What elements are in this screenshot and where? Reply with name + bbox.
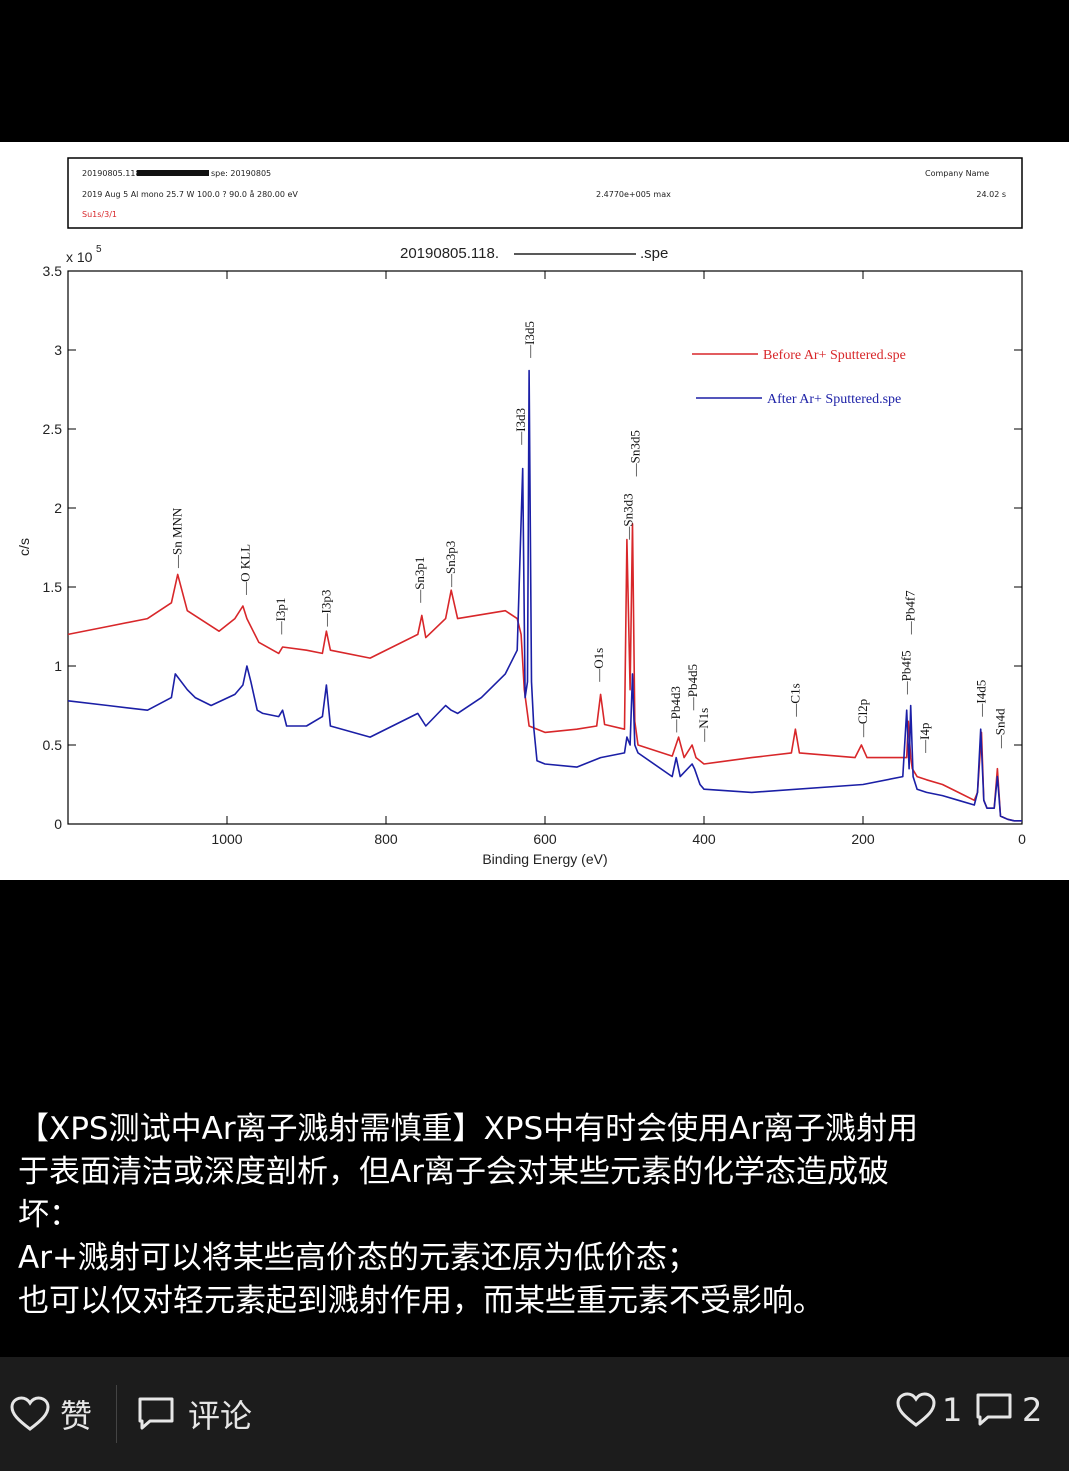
- peak-label: —Cl2p: [855, 699, 870, 738]
- x-tick-label: 200: [851, 831, 875, 847]
- xps-chart: 20190805.118 spe: 20190805 Company Name …: [16, 157, 1027, 867]
- chart-title: 20190805.118.: [400, 245, 499, 262]
- series-before-line: [67, 523, 1022, 822]
- axis-ticks: 1000 800 600 400 200 0 0 0.5 1 1.5 2 2.5 3 3.5: [43, 263, 1027, 847]
- peak-label: —I3p3: [318, 590, 333, 628]
- y-tick-label: 1: [54, 658, 62, 674]
- like-label: 赞: [60, 1397, 93, 1435]
- y-tick-label: 1.5: [43, 579, 63, 595]
- post-line: 坏：: [18, 1197, 80, 1233]
- series-layer: [67, 369, 1022, 822]
- peak-label: —Pb4d3: [668, 686, 683, 733]
- y-tick-label: 2.5: [43, 421, 63, 437]
- redaction-mark: [137, 170, 209, 176]
- peak-label: —Sn3d5: [628, 430, 643, 477]
- header-line2-mid: 2.4770e+005 max: [596, 190, 671, 199]
- peak-labels: —Sn MNN —O KLL —I3p1 —I3p3 —Sn3p1 —Sn3p3 —I3d3…: [170, 321, 1008, 754]
- chart-title-suffix: .spe: [640, 245, 668, 262]
- peak-label: —N1s: [696, 708, 711, 743]
- x-tick-label: 800: [374, 831, 398, 847]
- comment-icon: [138, 1397, 174, 1430]
- y-tick-label: 3.5: [43, 263, 63, 279]
- comment-count: 2: [1022, 1391, 1043, 1429]
- action-bar: 赞 评论 1 2: [0, 1357, 1069, 1471]
- peak-label: —Pb4f5: [899, 650, 914, 695]
- peak-label: —I4p: [917, 723, 932, 754]
- header-line1-left: 20190805.118: [82, 169, 141, 178]
- x-tick-label: 600: [533, 831, 557, 847]
- header-box: [67, 157, 1023, 229]
- comment-count-button[interactable]: 2: [974, 1391, 1042, 1429]
- header-company: Company Name: [925, 169, 989, 178]
- peak-label: —Sn3p3: [443, 541, 458, 588]
- peak-label: —Pb4f7: [903, 590, 918, 636]
- y-axis-label: c/s: [16, 538, 32, 556]
- y-exponent-power: 5: [96, 244, 102, 255]
- legend-label: After Ar+ Sputtered.spe: [767, 392, 901, 407]
- header-line1-mid: spe: 20190805: [211, 169, 271, 178]
- like-count-button[interactable]: 1: [896, 1391, 962, 1429]
- y-tick-label: 3: [54, 342, 62, 358]
- comment-label: 评论: [188, 1397, 253, 1435]
- legend: Before Ar+ Sputtered.spe After Ar+ Sputte…: [692, 348, 906, 407]
- peak-label: —Sn3p1: [412, 557, 427, 604]
- heart-icon: [896, 1392, 936, 1427]
- bar-divider: [116, 1385, 117, 1443]
- peak-label: —Pb4d5: [685, 664, 700, 711]
- y-tick-label: 2: [54, 500, 62, 516]
- post-line: 也可以仅对轻元素起到溅射作用，而某些重元素不受影响。: [18, 1283, 824, 1319]
- series-after-line: [67, 369, 1022, 822]
- legend-label: Before Ar+ Sputtered.spe: [763, 348, 906, 363]
- peak-label: —O KLL: [237, 544, 252, 596]
- like-count: 1: [942, 1391, 963, 1429]
- header-line3: Su1s/3/1: [82, 210, 117, 219]
- comment-icon: [976, 1393, 1012, 1426]
- header-line2-right: 24.02 s: [976, 190, 1006, 199]
- peak-label: —O1s: [591, 648, 606, 683]
- like-button[interactable]: 赞: [10, 1391, 92, 1437]
- peak-label: —I3d5: [522, 321, 537, 359]
- post-text: 【XPS测试中Ar离子溅射需慎重】XPS中有时会使用Ar离子溅射用 于表面清洁或…: [18, 1108, 1058, 1323]
- peak-label: —I4d5: [974, 680, 989, 718]
- peak-label: —I3d3: [513, 408, 528, 446]
- post-line: Ar+溅射可以将某些高价态的元素还原为低价态；: [18, 1240, 698, 1276]
- y-tick-label: 0.5: [43, 737, 63, 753]
- x-tick-label: 400: [692, 831, 716, 847]
- x-tick-label: 1000: [211, 831, 242, 847]
- spectrum-figure: 20190805.118 spe: 20190805 Company Name …: [0, 142, 1069, 880]
- post-line: 于表面清洁或深度剖析，但Ar离子会对某些元素的化学态造成破: [18, 1154, 889, 1190]
- peak-label: —Sn4d: [993, 708, 1008, 749]
- y-tick-label: 0: [54, 816, 62, 832]
- heart-icon: [10, 1396, 50, 1431]
- peak-label: —I3p1: [273, 598, 288, 636]
- header-line2-left: 2019 Aug 5 Al mono 25.7 W 100.0 ? 90.0 å…: [82, 189, 298, 199]
- peak-label: —Sn MNN: [170, 507, 185, 569]
- peak-label: —C1s: [787, 683, 802, 717]
- peak-label: —Sn3d3: [621, 493, 636, 540]
- x-axis-label: Binding Energy (eV): [482, 851, 607, 867]
- y-exponent-label: x 10: [66, 249, 93, 265]
- x-tick-label: 0: [1018, 831, 1026, 847]
- comment-button[interactable]: 评论: [136, 1391, 252, 1437]
- post-line: 【XPS测试中Ar离子溅射需慎重】XPS中有时会使用Ar离子溅射用: [18, 1111, 919, 1147]
